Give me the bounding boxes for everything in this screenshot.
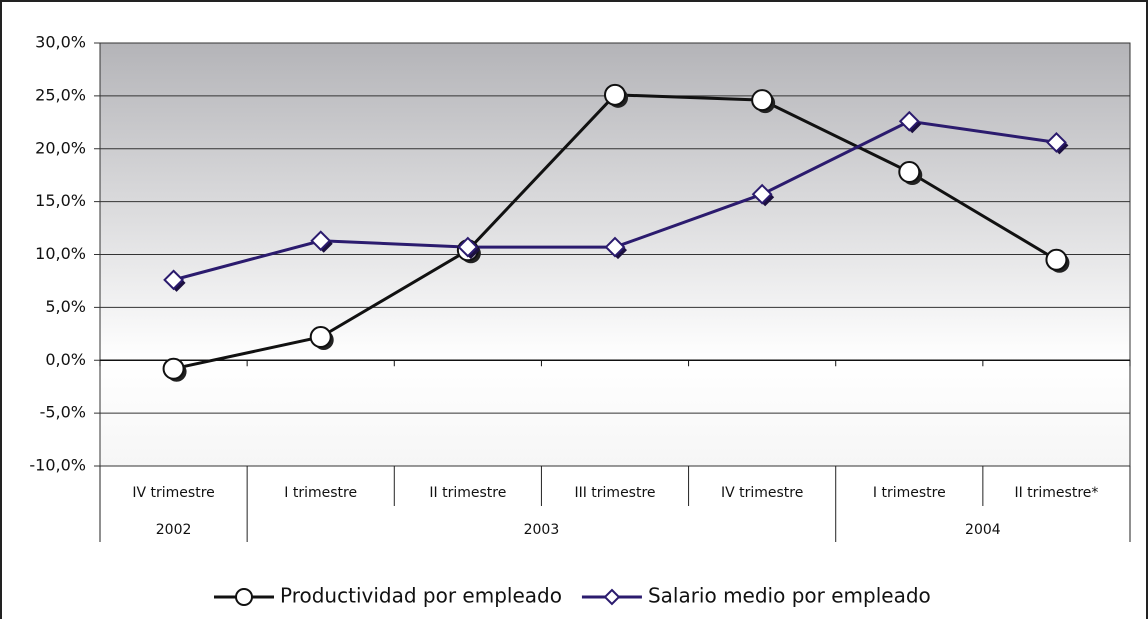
point <box>751 183 773 205</box>
point <box>604 83 626 106</box>
x-tick-label: II trimestre <box>429 485 506 501</box>
y-tick-label: 5,0% <box>45 297 86 316</box>
x-tick-label: II trimestre* <box>1014 485 1098 501</box>
y-tick-label: 0,0% <box>45 350 86 369</box>
group-label: 2002 <box>156 522 192 538</box>
point <box>751 89 774 112</box>
point <box>898 161 921 184</box>
point <box>162 357 185 380</box>
x-tick-label: I trimestre <box>873 485 946 501</box>
y-tick-label: 25,0% <box>35 85 86 104</box>
y-tick-label: 20,0% <box>35 138 86 157</box>
legend-marker <box>603 588 621 606</box>
point <box>310 230 332 252</box>
y-tick-label: -5,0% <box>40 403 86 422</box>
y-tick-label: 15,0% <box>35 191 86 210</box>
x-tick-label: I trimestre <box>284 485 357 501</box>
legend-label: Productividad por empleado <box>280 584 562 608</box>
point <box>457 236 479 258</box>
point <box>604 236 626 258</box>
point <box>163 269 184 291</box>
point <box>1045 248 1068 271</box>
x-tick-label: IV trimestre <box>721 485 803 501</box>
y-tick-label: 10,0% <box>35 244 86 263</box>
point <box>898 110 920 132</box>
x-tick-label: III trimestre <box>574 485 655 501</box>
group-label: 2004 <box>965 522 1001 538</box>
point <box>1046 131 1067 153</box>
legend-marker <box>235 588 253 606</box>
point <box>309 325 332 348</box>
legend-label: Salario medio por empleado <box>648 584 931 608</box>
y-tick-label: 30,0% <box>35 33 86 52</box>
x-tick-label: IV trimestre <box>132 485 214 501</box>
group-label: 2003 <box>524 522 560 538</box>
y-tick-label: -10,0% <box>29 456 86 475</box>
